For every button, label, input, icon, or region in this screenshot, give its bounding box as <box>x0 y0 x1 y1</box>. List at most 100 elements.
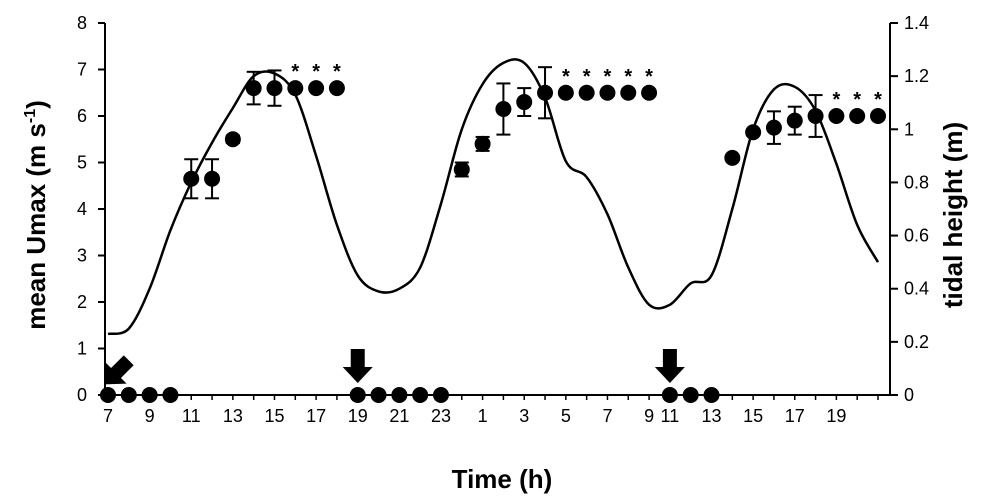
umax-point <box>828 108 845 124</box>
right-y-tick-label: 0 <box>904 385 914 405</box>
x-ticks: 7 9 11 13 15 17 19 21 23 1 3 5 7 9 11 13 15 17 19 <box>103 395 879 426</box>
asterisk-mark: * <box>832 89 840 111</box>
umax-point <box>349 387 366 403</box>
x-tick-label: 7 <box>602 406 612 426</box>
x-tick-label: 5 <box>561 406 571 426</box>
x-tick-label: 11 <box>661 406 680 426</box>
left-y-tick-label: 7 <box>77 60 87 80</box>
umax-point <box>432 387 449 403</box>
left-y-tick-label: 8 <box>77 13 87 33</box>
asterisk-mark: * <box>624 66 632 88</box>
right-y-tick-label: 0.8 <box>904 172 929 192</box>
right-y-tick-label: 0.6 <box>904 226 929 246</box>
umax-point <box>703 387 720 403</box>
x-tick-label: 23 <box>431 406 451 426</box>
arrow-marker <box>654 349 685 383</box>
left-y-axis-label-superscript: -1 <box>22 109 39 123</box>
arrow-marker <box>342 349 373 383</box>
asterisk-mark: * <box>291 61 299 83</box>
left-y-ticks: 0 1 2 3 4 5 6 7 8 <box>77 13 105 405</box>
asterisk-mark: * <box>604 66 612 88</box>
asterisk-mark: * <box>853 89 861 111</box>
left-y-tick-label: 6 <box>77 106 87 126</box>
x-tick-label: 13 <box>701 406 721 426</box>
umax-point <box>141 387 158 403</box>
umax-point <box>204 170 221 187</box>
umax-point <box>516 94 533 111</box>
left-y-tick-label: 4 <box>77 199 87 219</box>
right-y-ticks: 0 0.2 0.4 0.6 0.8 1 1.2 1.4 <box>890 13 929 405</box>
right-y-tick-label: 1 <box>904 119 914 139</box>
umax-point <box>641 84 658 101</box>
x-tick-label: 19 <box>348 406 368 426</box>
right-y-axis-label: tidal height (m) <box>938 122 968 308</box>
x-tick-label: 19 <box>826 406 846 426</box>
umax-point <box>453 161 470 178</box>
left-y-tick-label: 0 <box>77 385 87 405</box>
plot-area: * * * * * * * * * * * <box>100 58 886 403</box>
right-y-tick-label: 0.4 <box>904 279 929 299</box>
asterisk-mark: * <box>645 66 653 88</box>
asterisk-mark: * <box>333 61 341 83</box>
asterisk-mark: * <box>874 89 882 111</box>
umax-point <box>578 84 595 101</box>
asterisk-mark: * <box>583 66 591 88</box>
umax-point <box>495 101 512 118</box>
x-tick-label: 1 <box>478 406 488 426</box>
x-tick-label: 11 <box>182 406 201 426</box>
x-tick-label: 13 <box>223 406 243 426</box>
umax-point <box>599 84 616 101</box>
arrow-marker <box>104 355 134 385</box>
left-y-tick-label: 3 <box>77 246 87 266</box>
umax-point <box>391 387 408 403</box>
umax-point <box>849 108 866 124</box>
x-tick-label: 17 <box>785 406 805 426</box>
x-tick-label: 3 <box>519 406 529 426</box>
umax-point <box>266 80 283 97</box>
umax-point <box>745 124 762 141</box>
umax-point <box>661 387 678 403</box>
left-y-tick-label: 1 <box>77 339 87 359</box>
tidal-height-line <box>107 58 880 336</box>
umax-point <box>537 84 554 101</box>
arrow-shape <box>104 355 134 385</box>
left-y-tick-label: 5 <box>77 153 87 173</box>
arrow-shape <box>342 349 373 383</box>
left-y-tick-label: 2 <box>77 292 87 312</box>
umax-point <box>682 387 699 403</box>
umax-point <box>724 149 741 166</box>
umax-point <box>162 387 179 403</box>
x-tick-label: 9 <box>644 406 654 426</box>
umax-point <box>224 131 241 148</box>
umax-point <box>765 119 782 136</box>
umax-point <box>328 80 345 97</box>
umax-point <box>870 108 886 124</box>
right-y-tick-label: 1.4 <box>904 13 929 33</box>
umax-point <box>100 387 116 403</box>
x-tick-label: 9 <box>145 406 155 426</box>
umax-point <box>557 84 574 101</box>
asterisk-mark: * <box>562 66 570 88</box>
umax-point <box>620 84 637 101</box>
right-y-tick-label: 0.2 <box>904 332 929 352</box>
x-axis-label: Time (h) <box>452 464 553 494</box>
umax-point <box>474 135 491 152</box>
right-y-tick-label: 1.2 <box>904 66 929 86</box>
x-tick-label: 15 <box>264 406 284 426</box>
umax-point <box>786 112 803 129</box>
umax-point <box>370 387 387 403</box>
umax-point <box>412 387 429 403</box>
umax-point <box>287 80 304 97</box>
umax-point <box>120 387 137 403</box>
left-y-axis-label: mean Umax (m s-1) <box>21 100 51 330</box>
umax-point <box>245 80 262 97</box>
asterisk-mark: * <box>312 61 320 83</box>
umax-point <box>183 170 200 187</box>
arrow-shape <box>654 349 685 383</box>
umax-point <box>807 108 824 124</box>
umax-point <box>308 80 325 97</box>
x-tick-label: 17 <box>306 406 326 426</box>
x-tick-label: 7 <box>103 406 113 426</box>
x-tick-label: 21 <box>389 406 409 426</box>
